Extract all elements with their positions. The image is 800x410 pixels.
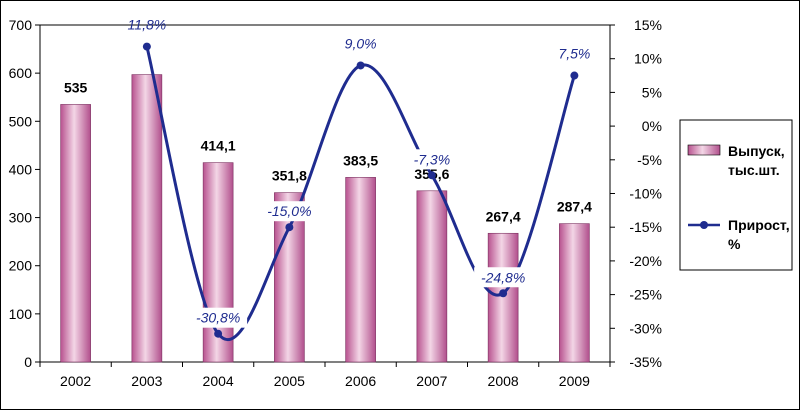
x-tick-label: 2008 (488, 373, 519, 389)
bar-data-label: 383,5 (343, 152, 378, 168)
left-tick-label: 400 (9, 161, 33, 177)
bar (416, 190, 448, 363)
right-tick-label: 10% (634, 51, 662, 67)
growth-data-label: -7,3% (414, 151, 451, 167)
left-axis: 0 100 200 300 400 500 600 700 (9, 17, 40, 370)
left-tick-label: 500 (9, 113, 33, 129)
left-tick-label: 200 (9, 258, 33, 274)
right-tick-label: -20% (629, 253, 662, 269)
x-tick-label: 2007 (416, 373, 447, 389)
legend-line-marker (700, 221, 708, 229)
growth-data-label: 11,8% (128, 17, 167, 33)
bar-data-label: 351,8 (272, 168, 307, 184)
right-tick-label: -5% (637, 152, 662, 168)
right-tick-label: 0% (642, 118, 662, 134)
legend-line-label-2: % (728, 236, 741, 252)
bar-data-label: 267,4 (486, 208, 521, 224)
right-tick-label: -30% (629, 320, 662, 336)
line-labels: 11,8% -30,8% -15,0% 9,0% -7,3% -24,8% 7,5% (128, 17, 590, 328)
growth-point (285, 223, 294, 232)
growth-label-group: -7,3% (402, 149, 461, 170)
plot-area (39, 24, 611, 363)
growth-point (142, 42, 151, 51)
growth-label-group: -15,0% (260, 201, 319, 222)
right-tick-label: 5% (642, 84, 662, 100)
right-tick-label: -35% (629, 354, 662, 370)
growth-label-group: 9,0% (345, 35, 377, 51)
legend-bar-label-1: Выпуск, (728, 143, 785, 159)
right-tick-label: -10% (629, 186, 662, 202)
left-tick-label: 600 (9, 65, 33, 81)
x-tick-label: 2006 (345, 373, 376, 389)
legend: Выпуск, тыс.шт. Прирост, % (679, 119, 793, 271)
bar-data-label: 414,1 (201, 138, 236, 154)
bar (202, 162, 234, 363)
bar (345, 177, 376, 363)
bar-data-label: 535 (64, 79, 88, 95)
growth-point (570, 71, 579, 80)
right-axis: 15% 10% 5% 0% -5% -10% -15% -20% -25% -30% -35% (610, 17, 662, 370)
growth-label-bg (474, 267, 533, 288)
x-tick-label: 2003 (131, 373, 162, 389)
bar-series (60, 74, 590, 363)
legend-line-label-1: Прирост, (728, 217, 790, 233)
growth-data-label: -24,8% (481, 269, 525, 285)
bar-data-label: 287,4 (557, 199, 592, 215)
growth-data-label: -15,0% (267, 203, 311, 219)
right-tick-label: -15% (629, 219, 662, 235)
growth-point (214, 329, 223, 338)
x-axis: 2002 2003 2004 2005 2006 2007 2008 2009 (39, 362, 611, 389)
x-tick-label: 2005 (274, 373, 305, 389)
growth-data-label: 7,5% (558, 46, 590, 62)
left-tick-label: 100 (9, 306, 33, 322)
growth-label-group: -30,8% (189, 307, 248, 328)
growth-point (427, 171, 436, 180)
legend-bar-label-2: тыс.шт. (728, 162, 780, 178)
x-tick-label: 2002 (60, 373, 91, 389)
growth-label-bg (260, 201, 319, 222)
bar (487, 232, 519, 363)
growth-label-group: 11,8% (128, 17, 167, 33)
right-tick-label: 15% (634, 17, 662, 33)
growth-data-label: -30,8% (196, 310, 240, 326)
x-tick-label: 2004 (203, 373, 234, 389)
growth-label-bg (189, 307, 248, 328)
x-tick-label: 2009 (559, 373, 590, 389)
left-tick-label: 0 (24, 354, 32, 370)
bar (131, 74, 163, 363)
growth-point (499, 289, 508, 298)
left-tick-label: 300 (9, 210, 33, 226)
growth-label-bg (402, 149, 461, 170)
bar (559, 223, 590, 363)
left-tick-label: 700 (9, 17, 33, 33)
growth-label-group: -24,8% (474, 267, 533, 288)
right-tick-label: -25% (629, 287, 662, 303)
growth-label-group: 7,5% (558, 46, 590, 62)
legend-bar-swatch (687, 144, 721, 156)
bar (60, 104, 91, 363)
growth-point (356, 61, 365, 70)
growth-data-label: 9,0% (345, 35, 377, 51)
